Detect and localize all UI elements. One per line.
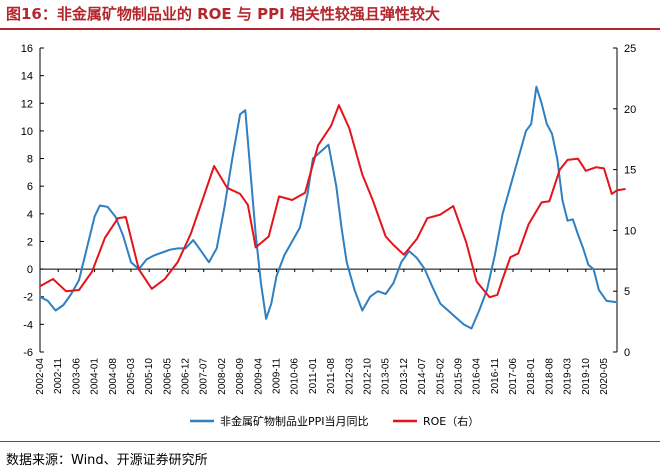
left-y-tick-label: 14 bbox=[21, 71, 33, 83]
left-y-tick-label: 6 bbox=[27, 181, 33, 193]
x-tick-label: 2005-03 bbox=[126, 358, 137, 395]
x-tick-label: 2014-07 bbox=[417, 358, 428, 395]
x-tick-label: 2008-02 bbox=[217, 358, 228, 395]
x-tick-label: 2018-01 bbox=[526, 358, 537, 395]
x-tick-label: 2016-11 bbox=[490, 358, 501, 394]
x-tick-label: 2009-11 bbox=[272, 358, 283, 394]
right-y-tick-label: 20 bbox=[624, 104, 636, 116]
roe-series-line bbox=[39, 104, 626, 299]
x-tick-label: 2008-09 bbox=[235, 358, 246, 395]
chart-axes: -6 -4 -2 0 2 4 6 8 10 12 14 16 0 5 10 15 20 25 2002-04 2002… bbox=[21, 43, 637, 395]
ppi-series-line bbox=[39, 85, 618, 330]
left-y-tick-label: 8 bbox=[27, 154, 33, 166]
x-tick-label: 2003-06 bbox=[71, 358, 82, 395]
right-y-tick-label: 0 bbox=[624, 347, 630, 359]
right-y-tick-label: 25 bbox=[624, 43, 636, 55]
x-tick-label: 2012-10 bbox=[362, 358, 373, 395]
left-y-tick-label: 16 bbox=[21, 43, 33, 55]
x-tick-label: 2011-01 bbox=[308, 358, 319, 394]
x-tick-label: 2002-04 bbox=[35, 358, 46, 395]
x-tick-label: 2015-02 bbox=[435, 358, 446, 395]
left-y-tick-label: 0 bbox=[27, 264, 33, 276]
x-tick-label: 2012-03 bbox=[344, 358, 355, 395]
x-tick-label: 2013-12 bbox=[399, 358, 410, 395]
x-tick-label: 2019-03 bbox=[563, 358, 574, 395]
x-tick-label: 2011-08 bbox=[326, 358, 337, 394]
x-tick-label: 2020-05 bbox=[599, 358, 610, 395]
title-divider bbox=[0, 28, 660, 30]
x-tick-label: 2002-11 bbox=[53, 358, 64, 394]
legend-label: 非金属矿物制品业PPI当月同比 bbox=[220, 414, 369, 428]
x-tick-label: 2007-07 bbox=[199, 358, 210, 395]
footer-divider bbox=[0, 441, 660, 442]
x-tick-label: 2005-10 bbox=[144, 358, 155, 395]
x-tick-label: 2013-05 bbox=[381, 358, 392, 395]
right-y-tick-label: 5 bbox=[624, 286, 630, 298]
x-tick-label: 2006-12 bbox=[181, 358, 192, 395]
x-tick-label: 2006-05 bbox=[162, 358, 173, 395]
right-y-tick-label: 15 bbox=[624, 165, 636, 177]
x-tick-label: 2010-06 bbox=[290, 358, 301, 395]
x-tick-label: 2004-01 bbox=[90, 358, 101, 395]
x-tick-label: 2019-10 bbox=[581, 358, 592, 395]
left-y-tick-label: -4 bbox=[23, 319, 33, 331]
x-tick-label: 2018-08 bbox=[544, 358, 555, 395]
left-y-tick-label: -2 bbox=[23, 292, 33, 304]
left-y-tick-label: -6 bbox=[23, 347, 33, 359]
x-tick-label: 2017-06 bbox=[508, 358, 519, 395]
left-y-tick-label: 4 bbox=[27, 209, 33, 221]
x-tick-label: 2009-04 bbox=[253, 358, 264, 395]
x-tick-label: 2015-09 bbox=[453, 358, 464, 395]
chart-lines bbox=[39, 85, 626, 330]
chart-title: 图16：非金属矿物制品业的 ROE 与 PPI 相关性较强且弹性较大 bbox=[6, 5, 440, 23]
left-y-tick-label: 12 bbox=[21, 98, 33, 110]
x-tick-label: 2004-08 bbox=[108, 358, 119, 395]
chart-legend: 非金属矿物制品业PPI当月同比 ROE（右） bbox=[190, 414, 479, 428]
left-y-tick-label: 2 bbox=[27, 236, 33, 248]
legend-label: ROE（右） bbox=[423, 414, 479, 428]
x-tick-label: 2016-04 bbox=[472, 358, 483, 395]
data-source-note: 数据来源：Wind、开源证券研究所 bbox=[6, 453, 208, 468]
right-y-tick-label: 10 bbox=[624, 225, 636, 237]
left-y-tick-label: 10 bbox=[21, 126, 33, 138]
